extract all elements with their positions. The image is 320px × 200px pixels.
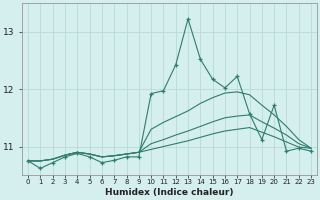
X-axis label: Humidex (Indice chaleur): Humidex (Indice chaleur) [105, 188, 234, 197]
